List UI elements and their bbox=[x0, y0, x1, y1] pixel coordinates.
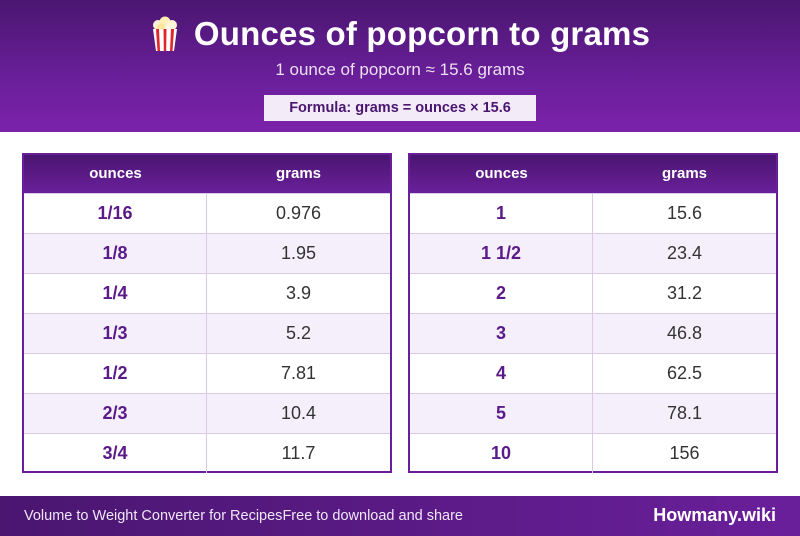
table-row: 1/2 7.81 bbox=[24, 353, 390, 393]
conversion-subtitle: 1 ounce of popcorn ≈ 15.6 grams bbox=[275, 60, 525, 79]
grams-cell: 156 bbox=[669, 443, 700, 463]
ounces-cell: 1/16 bbox=[24, 194, 207, 233]
table-header: ounces grams bbox=[410, 155, 776, 193]
table-body: 1/16 0.976 1/8 1.95 1/4 3.9 1/3 5.2 1/2 7.81 … bbox=[24, 193, 390, 473]
ounces-cell: 1/4 bbox=[24, 274, 207, 313]
ounces-cell: 3/4 bbox=[24, 434, 207, 473]
formula-badge: Formula: grams = ounces × 15.6 bbox=[264, 95, 536, 121]
ounces-cell: 1/3 bbox=[24, 314, 207, 353]
table-body: 1 15.6 1 1/2 23.4 2 31.2 3 46.8 4 62.5 5 78.1 … bbox=[410, 193, 776, 473]
page-title: Ounces of popcorn to grams bbox=[193, 15, 651, 52]
ounces-cell: 1 bbox=[410, 194, 593, 233]
title-row: Ounces of popcorn to grams bbox=[0, 14, 800, 54]
footer-converter-label: Volume to Weight Converter for Recipes bbox=[24, 508, 283, 524]
table-row: 1/4 3.9 bbox=[24, 273, 390, 313]
ounces-cell: 2/3 bbox=[24, 394, 207, 433]
grams-cell: 0.976 bbox=[275, 203, 322, 223]
header-banner: Ounces of popcorn to grams 1 ounce of po… bbox=[0, 0, 800, 132]
footer-caption: Volume to Weight Converter for RecipesFr… bbox=[24, 508, 463, 524]
grams-cell: 3.9 bbox=[285, 283, 312, 303]
grams-cell: 10.4 bbox=[280, 403, 317, 423]
popcorn-icon bbox=[152, 16, 177, 51]
footer-share-label: Free to download and share bbox=[282, 508, 464, 524]
conversion-table-right: ounces grams 1 15.6 1 1/2 23.4 2 31.2 3 46.8… bbox=[408, 153, 778, 473]
table-row: 10 156 bbox=[410, 433, 776, 473]
ounces-cell: 3 bbox=[410, 314, 593, 353]
table-row: 2/3 10.4 bbox=[24, 393, 390, 433]
table-row: 1/16 0.976 bbox=[24, 193, 390, 233]
ounces-cell: 2 bbox=[410, 274, 593, 313]
footer-bar: Volume to Weight Converter for RecipesFr… bbox=[0, 496, 800, 536]
grams-cell: 62.5 bbox=[666, 363, 703, 383]
column-header-grams: grams bbox=[275, 165, 322, 182]
table-row: 3/4 11.7 bbox=[24, 433, 390, 473]
grams-cell: 11.7 bbox=[281, 443, 316, 463]
grams-cell: 5.2 bbox=[285, 323, 312, 343]
table-row: 5 78.1 bbox=[410, 393, 776, 433]
ounces-cell: 1/8 bbox=[24, 234, 207, 273]
grams-cell: 31.2 bbox=[666, 283, 703, 303]
table-row: 1/3 5.2 bbox=[24, 313, 390, 353]
grams-cell: 23.4 bbox=[666, 243, 703, 263]
grams-cell: 78.1 bbox=[666, 403, 703, 423]
ounces-cell: 1/2 bbox=[24, 354, 207, 393]
conversion-table-left: ounces grams 1/16 0.976 1/8 1.95 1/4 3.9 1/… bbox=[22, 153, 392, 473]
grams-cell: 46.8 bbox=[666, 323, 703, 343]
table-row: 1 1/2 23.4 bbox=[410, 233, 776, 273]
column-header-grams: grams bbox=[661, 165, 708, 182]
grams-cell: 15.6 bbox=[666, 203, 703, 223]
table-row: 4 62.5 bbox=[410, 353, 776, 393]
ounces-cell: 4 bbox=[410, 354, 593, 393]
table-row: 1/8 1.95 bbox=[24, 233, 390, 273]
table-row: 2 31.2 bbox=[410, 273, 776, 313]
column-header-ounces: ounces bbox=[475, 165, 528, 182]
column-header-ounces: ounces bbox=[89, 165, 142, 182]
table-row: 1 15.6 bbox=[410, 193, 776, 233]
ounces-cell: 10 bbox=[410, 434, 593, 473]
table-header: ounces grams bbox=[24, 155, 390, 193]
grams-cell: 1.95 bbox=[280, 243, 317, 263]
grams-cell: 7.81 bbox=[280, 363, 317, 383]
table-row: 3 46.8 bbox=[410, 313, 776, 353]
brand-logo-text: Howmany.wiki bbox=[653, 505, 776, 525]
ounces-cell: 1 1/2 bbox=[410, 234, 593, 273]
ounces-cell: 5 bbox=[410, 394, 593, 433]
